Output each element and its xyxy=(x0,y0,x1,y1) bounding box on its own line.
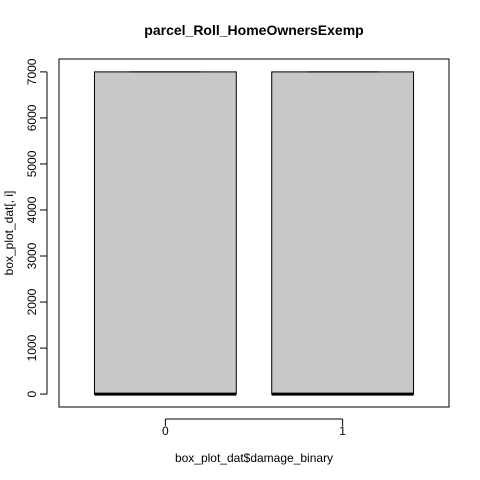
y-tick-label: 5000 xyxy=(25,150,39,177)
y-axis: 0 1000 2000 3000 4000 5000 6000 7000 xyxy=(25,58,48,397)
x-tick-label: 1 xyxy=(339,424,346,438)
y-tick-label: 1000 xyxy=(25,334,39,361)
box-1 xyxy=(271,71,415,395)
y-tick-label: 3000 xyxy=(25,242,39,269)
x-tick-label: 0 xyxy=(162,424,169,438)
box-0 xyxy=(93,71,237,395)
y-tick-label: 4000 xyxy=(25,196,39,223)
y-tick-label: 6000 xyxy=(25,104,39,131)
y-tick-label: 2000 xyxy=(25,288,39,315)
plot-frame xyxy=(58,58,450,408)
y-tick-label: 0 xyxy=(25,390,39,397)
boxes-group xyxy=(93,71,415,396)
y-axis-label: box_plot_dat[, i] xyxy=(2,191,16,276)
y-tick-label: 7000 xyxy=(25,58,39,85)
x-axis-label: box_plot_dat$damage_binary xyxy=(175,451,333,465)
chart-title: parcel_Roll_HomeOwnersExemp xyxy=(144,22,363,38)
